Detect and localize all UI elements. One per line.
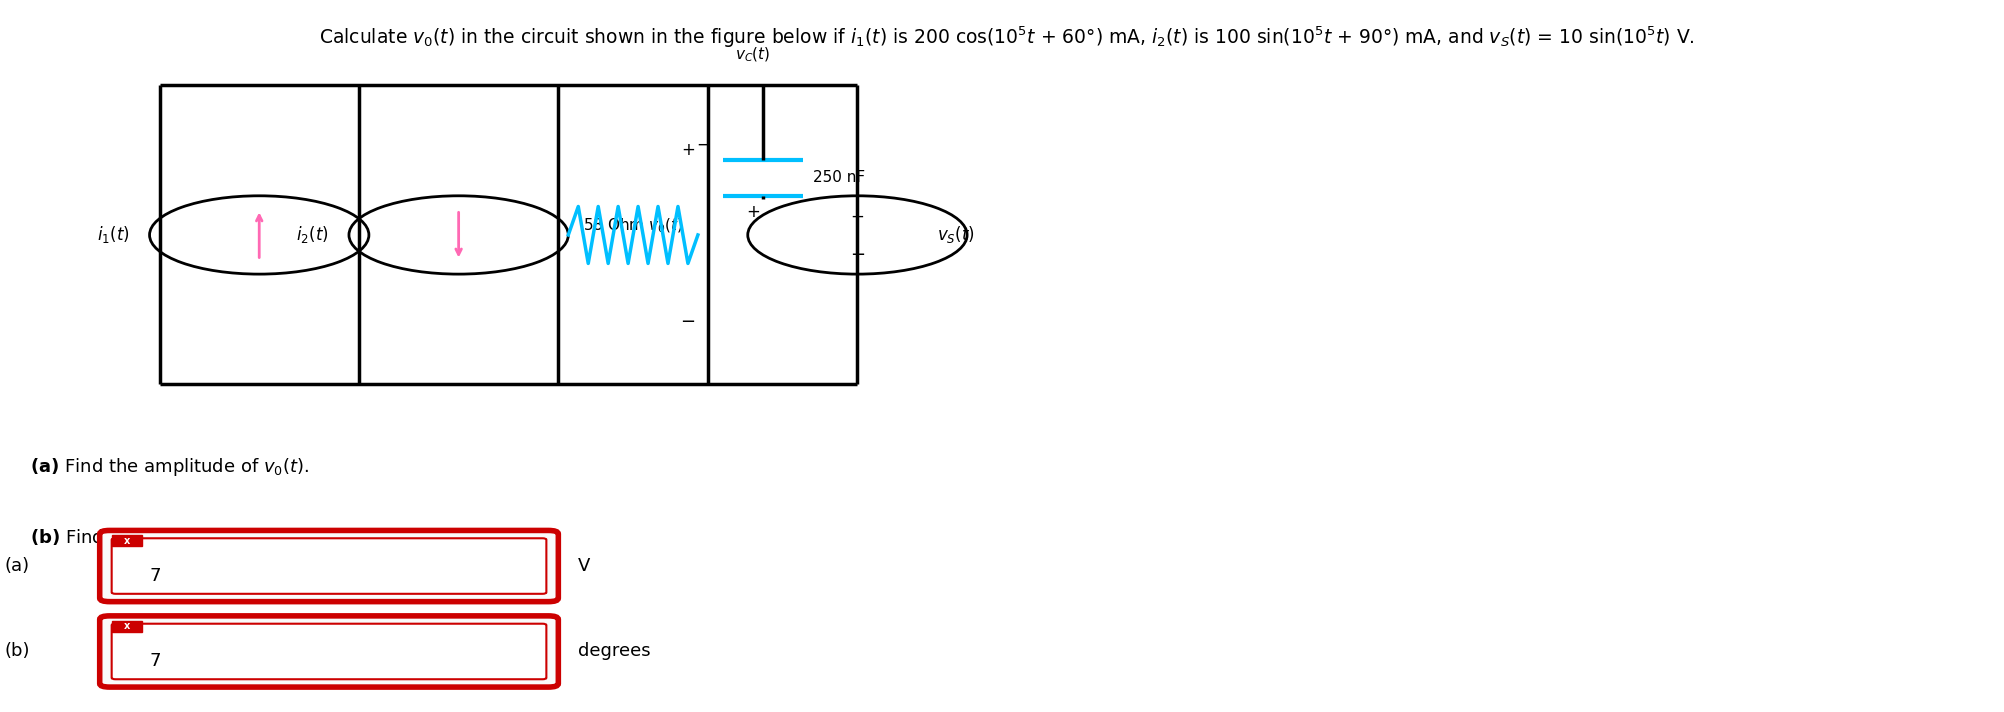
Text: (a): (a) xyxy=(4,557,30,575)
Text: x: x xyxy=(124,535,130,546)
FancyBboxPatch shape xyxy=(100,530,559,602)
Text: 250 nF: 250 nF xyxy=(812,170,864,186)
Text: $i_1(t)$: $i_1(t)$ xyxy=(96,224,130,246)
Text: 7: 7 xyxy=(150,652,160,670)
Text: $-$: $-$ xyxy=(681,311,695,330)
FancyBboxPatch shape xyxy=(112,624,547,679)
Text: degrees: degrees xyxy=(579,642,651,661)
Text: $\bf{(b)}$ Find the phase of $v_0(t)$ in degrees.: $\bf{(b)}$ Find the phase of $v_0(t)$ in… xyxy=(30,527,375,549)
Text: $+$: $+$ xyxy=(850,209,864,226)
Text: $+$: $+$ xyxy=(745,203,760,221)
Text: x: x xyxy=(124,621,130,632)
Text: $-$: $-$ xyxy=(850,244,866,261)
Text: $i_2(t)$: $i_2(t)$ xyxy=(297,224,329,246)
Text: $\bf{(a)}$ Find the amplitude of $v_0(t)$.: $\bf{(a)}$ Find the amplitude of $v_0(t)… xyxy=(30,456,309,478)
Text: 7: 7 xyxy=(150,567,160,585)
FancyBboxPatch shape xyxy=(112,535,142,546)
FancyBboxPatch shape xyxy=(112,538,547,594)
Text: 58 Ohm $v_0(t)$: 58 Ohm $v_0(t)$ xyxy=(583,216,683,235)
Text: Calculate $v_0(t)$ in the circuit shown in the figure below if $i_1(t)$ is 200 c: Calculate $v_0(t)$ in the circuit shown … xyxy=(319,25,1695,51)
Text: V: V xyxy=(579,557,591,575)
FancyBboxPatch shape xyxy=(112,621,142,632)
Text: (b): (b) xyxy=(4,642,30,661)
Text: $v_C(t)$: $v_C(t)$ xyxy=(735,46,770,64)
Text: $+$: $+$ xyxy=(681,140,695,159)
Text: $v_S(t)$: $v_S(t)$ xyxy=(938,224,976,246)
FancyBboxPatch shape xyxy=(100,616,559,687)
Text: $-$: $-$ xyxy=(695,135,709,153)
